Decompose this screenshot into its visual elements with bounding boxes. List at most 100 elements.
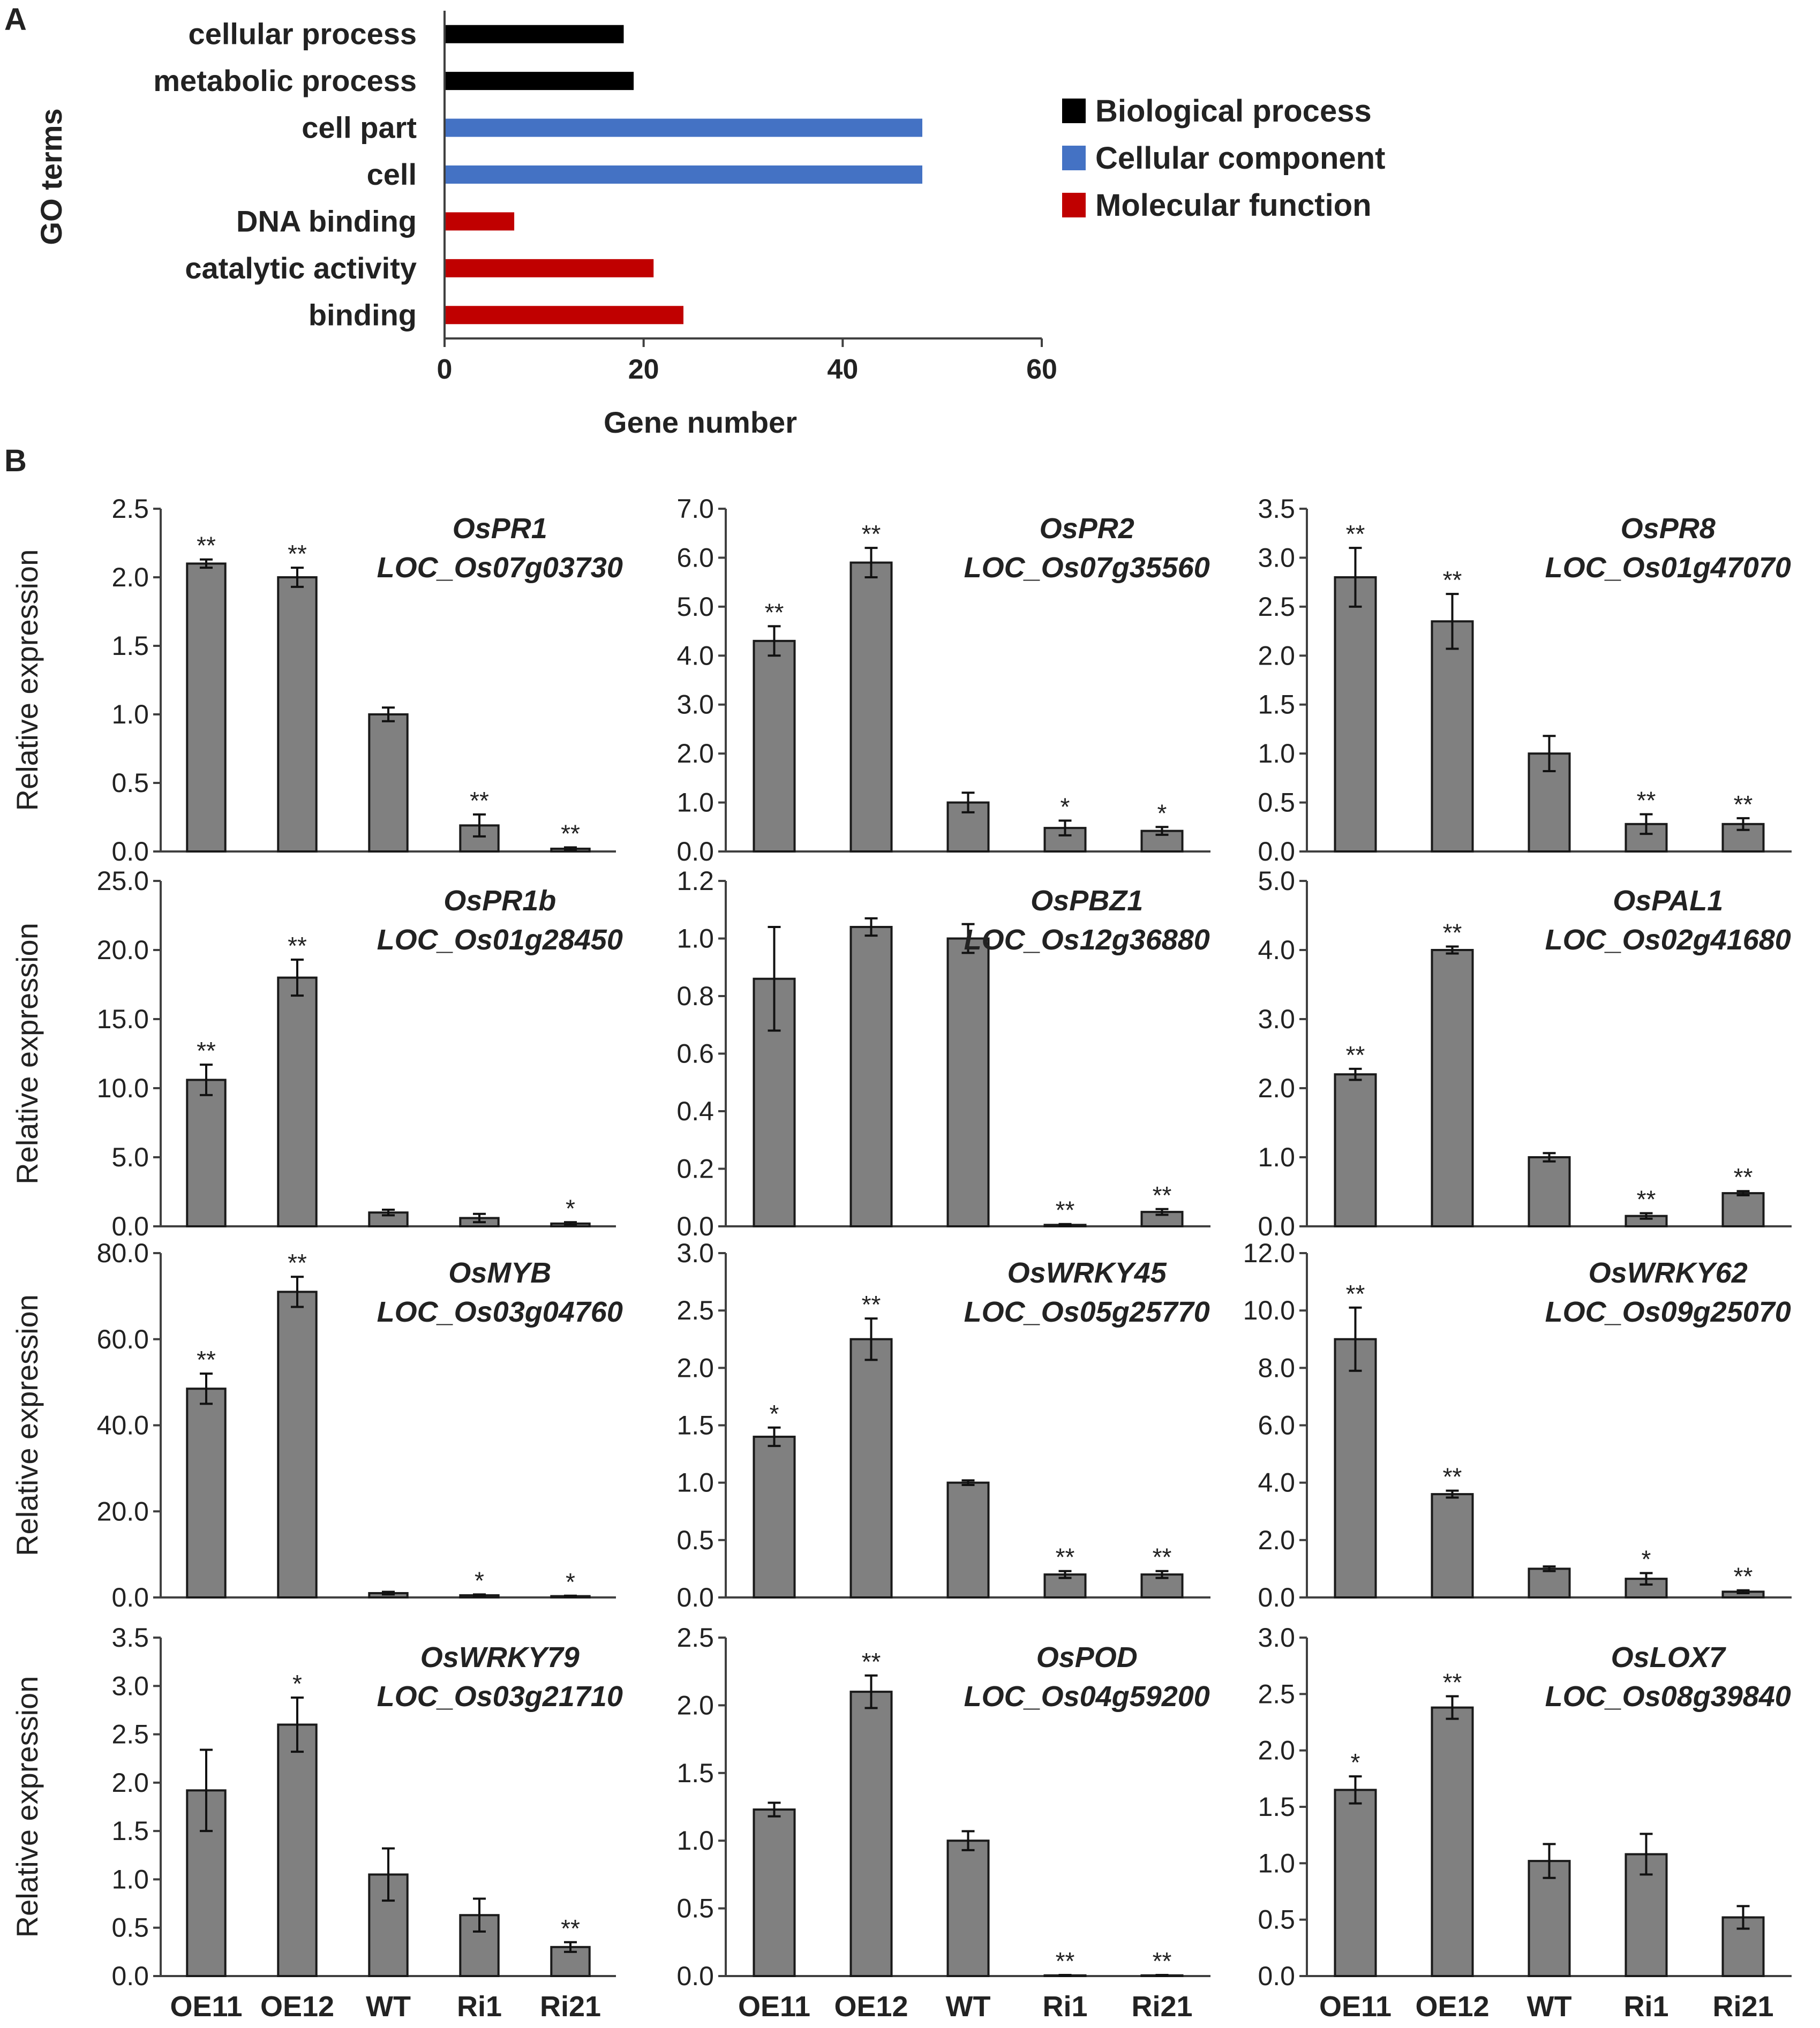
x-tick-label: OE11	[170, 1991, 242, 2023]
significance-label: *	[566, 1194, 575, 1222]
expression-subchart: 0.0 0.5 1.0 1.5 2.0 2.5 OE11 ** OE12 WT ** Ri1 ** Ri2…	[676, 1623, 1210, 2023]
y-tick-label: 3.0	[1258, 1004, 1295, 1034]
expression-bar	[1528, 1567, 1571, 1599]
x-tick-label: OE11	[1319, 1991, 1392, 2023]
x-tick-label: WT	[366, 1991, 411, 2023]
y-tick-label: 2.5	[111, 494, 149, 524]
significance-label: **	[1153, 1181, 1172, 1209]
y-tick-label: 4.0	[1258, 935, 1295, 965]
significance-label: **	[1056, 1543, 1075, 1571]
significance-label: *	[770, 1400, 779, 1428]
expression-bar	[849, 926, 893, 1227]
significance-label: **	[1346, 1280, 1365, 1308]
y-tick-label: 0.0	[676, 1211, 714, 1241]
significance-label: **	[1443, 1463, 1462, 1491]
expression-bar	[186, 1079, 227, 1228]
y-tick-label: 2.5	[1258, 1679, 1295, 1709]
expression-bar	[277, 1723, 318, 1978]
y-tick-label: 1.5	[111, 631, 149, 661]
expression-subchart: 0.01.02.03.04.05.06.07.0***** *OsPR2LOC_O…	[676, 494, 1210, 866]
gene-name-label: OsWRKY79	[420, 1641, 580, 1673]
y-tick-label: 8.0	[1258, 1353, 1295, 1383]
y-tick-label: 3.0	[1258, 542, 1295, 572]
expression-bar	[1431, 620, 1474, 853]
expression-bar	[753, 1435, 796, 1599]
expression-bar	[1431, 1706, 1474, 1977]
y-tick-label: 0.5	[111, 768, 149, 798]
expression-subchart: 0.02.04.06.08.010.012.0*******OsWRKY62LO…	[1243, 1238, 1792, 1612]
x-tick-label: Ri21	[1712, 1991, 1773, 2023]
y-tick-label: 7.0	[676, 494, 714, 524]
expression-subchart: 0.00.51.01.52.02.53.0***** **OsWRKY45LOC_…	[676, 1238, 1210, 1612]
gene-name-label: OsWRKY62	[1589, 1257, 1748, 1289]
y-tick-label: 3.5	[111, 1623, 149, 1653]
x-tick-label: Ri1	[457, 1991, 502, 2023]
x-tick-label: Ri1	[1042, 1991, 1087, 2023]
y-axis-title: Relative expression	[10, 923, 44, 1185]
y-tick-label: 2.5	[1258, 592, 1295, 622]
go-category-label: DNA binding	[236, 204, 417, 238]
y-tick-label: 0.0	[1258, 1211, 1295, 1241]
y-tick-label: 0.8	[676, 981, 714, 1011]
expression-subchart: 0.0 0.5 1.0 1.5 2.0 2.5 ** ** ** ** OsPR1 LOC_Os07g…	[10, 494, 623, 866]
y-tick-label: 1.5	[676, 1758, 714, 1788]
expression-bar	[368, 713, 409, 853]
x-tick-label: WT	[946, 1991, 991, 2023]
y-tick-label: 6.0	[676, 542, 714, 572]
y-tick-label: 1.2	[676, 866, 714, 896]
x-tick-label: OE12	[260, 1991, 334, 2023]
significance-label: **	[1153, 1947, 1172, 1975]
gene-name-label: OsPR8	[1621, 512, 1716, 545]
y-tick-label: 3.0	[1258, 1623, 1295, 1653]
expression-bar	[946, 1481, 990, 1599]
y-tick-label: 15.0	[97, 1004, 149, 1034]
go-legend-label: Molecular function	[1095, 188, 1372, 223]
gene-name-label: OsLOX7	[1611, 1641, 1727, 1673]
go-x-tick-label: 40	[827, 354, 858, 385]
y-tick-label: 0.5	[111, 1913, 149, 1943]
significance-label: *	[1351, 1748, 1360, 1776]
go-category-label: cellular process	[189, 17, 417, 51]
expression-bar	[1334, 1338, 1377, 1599]
y-tick-label: 0.4	[676, 1096, 714, 1126]
gene-locus-label: LOC_Os05g25770	[964, 1296, 1210, 1328]
go-bar	[445, 306, 683, 325]
y-tick-label: 0.0	[111, 1961, 149, 1991]
y-tick-label: 0.5	[676, 1525, 714, 1555]
go-legend-swatch	[1062, 146, 1086, 170]
go-category-label: binding	[309, 298, 417, 331]
significance-label: **	[1734, 790, 1753, 818]
expression-subchart: 0.0 0.5 1.0 1.5 2.0 2.5 3.0 3.5 ** ** ** ** OsPR8 LOC…	[1258, 494, 1792, 866]
y-tick-label: 2.5	[676, 1623, 714, 1653]
expression-bar	[459, 1914, 500, 1977]
expression-bar	[186, 1388, 227, 1599]
y-tick-label: 12.0	[1243, 1238, 1295, 1268]
gene-name-label: OsPAL1	[1613, 885, 1723, 917]
gene-locus-label: LOC_Os12g36880	[964, 924, 1210, 956]
y-tick-label: 2.0	[1258, 1073, 1295, 1103]
y-tick-label: 40.0	[97, 1411, 149, 1441]
expression-subchart: 0.0 0.5 1.0 1.5 2.0 2.5 3.0 * OE11 ** OE12 WT Ri1 Ri2…	[1258, 1623, 1792, 2023]
y-tick-label: 0.6	[676, 1039, 714, 1069]
y-tick-label: 1.5	[1258, 1792, 1295, 1822]
expression-bar	[753, 639, 796, 853]
y-tick-label: 0.0	[111, 836, 149, 866]
x-tick-label: OE12	[834, 1991, 908, 2023]
y-tick-label: 0.0	[111, 1211, 149, 1241]
go-x-tick-label: 0	[437, 354, 453, 385]
y-tick-label: 0.5	[1258, 788, 1295, 818]
expression-subchart: 0.020.040.060.080.0***** *OsMYBLOC_Os03g0…	[10, 1238, 623, 1612]
expression-bar	[1431, 1493, 1474, 1599]
x-tick-label: Ri1	[1623, 1991, 1668, 2023]
expression-bar	[1721, 1192, 1765, 1228]
go-term-chart: cellular process metabolic process cell pa…	[34, 11, 1385, 439]
y-tick-label: 0.0	[676, 836, 714, 866]
y-tick-label: 1.0	[1258, 738, 1295, 768]
expression-bar	[849, 1691, 893, 1978]
gene-locus-label: LOC_Os07g35560	[964, 552, 1210, 584]
significance-label: **	[862, 1648, 881, 1676]
significance-label: **	[288, 540, 307, 568]
expression-bar	[1334, 576, 1377, 853]
y-tick-label: 3.0	[676, 1238, 714, 1268]
